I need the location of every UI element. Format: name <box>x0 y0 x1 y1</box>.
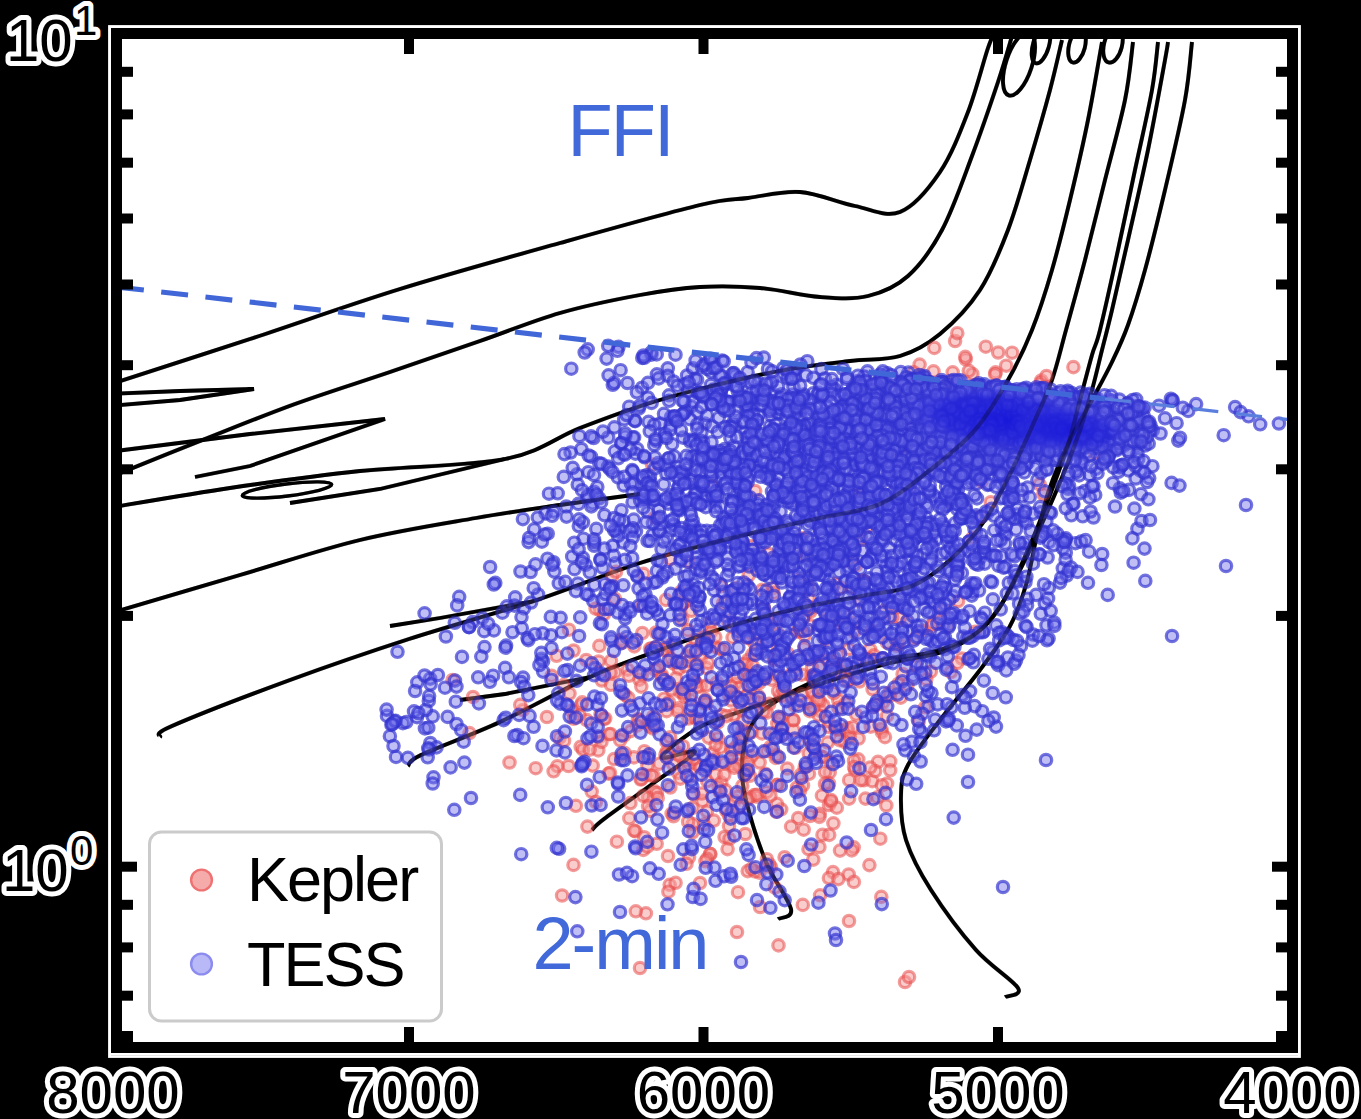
svg-text:TESS: TESS <box>247 929 404 999</box>
svg-text:6000: 6000 <box>637 1059 770 1119</box>
svg-text:7000: 7000 <box>342 1059 475 1119</box>
svg-text:Kepler: Kepler <box>247 844 418 914</box>
svg-text:0: 0 <box>70 827 93 874</box>
svg-text:8000: 8000 <box>46 1059 179 1119</box>
svg-text:10: 10 <box>6 7 73 74</box>
svg-text:2-min: 2-min <box>532 902 707 985</box>
svg-text:4000: 4000 <box>1223 1059 1356 1119</box>
svg-text:1: 1 <box>74 0 97 44</box>
svg-text:5000: 5000 <box>931 1059 1064 1119</box>
svg-text:FFI: FFI <box>568 89 673 172</box>
svg-text:10: 10 <box>2 837 69 904</box>
